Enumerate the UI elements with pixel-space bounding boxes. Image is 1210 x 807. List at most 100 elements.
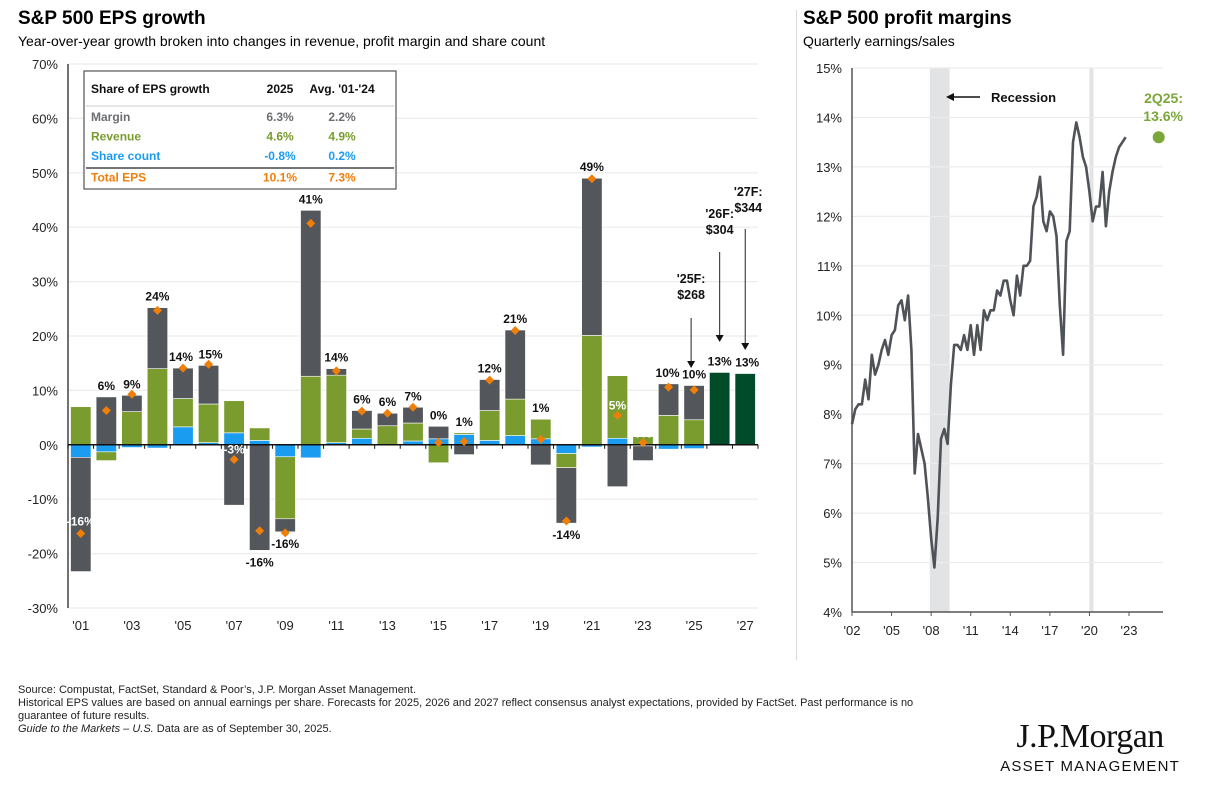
data-label: 1% [455,415,473,429]
annotation-arrow-head [715,335,724,342]
table-header: Share of EPS growth [91,82,210,96]
total-eps-marker [536,434,546,444]
y-tick-label: 6% [823,506,842,521]
table-cell-2025: 6.3% [266,110,294,124]
x-tick-label: '20 [1081,623,1098,638]
latest-value-label: 13.6% [1143,108,1183,124]
total-eps-marker [459,437,469,447]
y-tick-label: 20% [32,329,58,344]
footer-source: Source: Compustat, FactSet, Standard & P… [18,684,417,696]
table-cell-avg: 4.9% [328,130,356,144]
bar-segment-revenue [453,432,475,435]
x-tick-label: '23 [1121,623,1138,638]
data-label: 12% [478,362,502,376]
table-row-label: Total EPS [91,171,146,185]
x-tick-label: '11 [328,618,344,633]
bar-segment-revenue [249,427,271,441]
bar-segment-margin [300,210,322,377]
y-tick-label: 60% [32,111,58,126]
forecast-annotation: '26F: [705,207,734,221]
bar-segment-revenue [606,375,628,439]
table-cell-2025: 10.1% [263,171,297,185]
y-tick-label: 5% [823,556,842,571]
table-header: Avg. '01-'24 [309,82,375,96]
data-label: 10% [656,366,680,380]
share-of-eps-growth-table: Share of EPS growth 2025 Avg. '01-'24 Margi… [83,70,397,190]
forecast-annotation: '25F: [677,272,706,286]
data-label: 6% [353,393,371,407]
recession-band [929,68,950,612]
y-tick-label: 15% [816,61,842,76]
x-tick-label: '02 [844,623,861,638]
bar-segment-revenue [223,400,245,434]
x-tick-label: '05 [883,623,900,638]
data-label: 49% [580,160,604,174]
data-label: 7% [404,389,422,403]
y-tick-label: 8% [823,407,842,422]
total-eps-marker [689,385,699,395]
y-tick-label: -10% [28,492,59,507]
margin-chart-title: S&P 500 profit margins [803,8,1012,29]
table-cell-avg: 2.2% [328,110,356,124]
total-eps-marker [331,366,341,376]
total-eps-marker [76,528,86,538]
total-eps-marker [280,528,290,538]
table-box [83,70,397,190]
y-tick-label: 50% [32,166,58,181]
data-label: 15% [199,347,223,361]
y-tick-label: 40% [32,220,58,235]
x-tick-label: '03 [123,618,140,633]
total-eps-marker [408,402,418,412]
x-tick-label: '07 [226,618,243,633]
data-label: -14% [552,528,580,542]
footer-date: Data are as of September 30, 2025. [153,723,332,735]
x-tick-label: '05 [175,618,192,633]
x-tick-label: '09 [277,618,294,633]
x-tick-label: '25 [686,618,703,633]
bar-segment-revenue [95,451,117,461]
x-tick-label: '01 [72,618,89,633]
forecast-annotation: $344 [734,201,762,215]
logo-name: J.P.Morgan [1016,718,1164,755]
data-label: 41% [299,192,323,206]
total-eps-marker [229,454,239,464]
x-tick-label: '08 [923,623,940,638]
data-label: 24% [145,290,169,304]
x-tick-label: '17 [1041,623,1058,638]
total-eps-marker [638,438,648,448]
data-label: 10% [682,368,706,382]
table-cell-2025: -0.8% [264,149,296,163]
total-eps-marker [178,363,188,373]
total-eps-marker [101,406,111,416]
total-eps-marker [612,410,622,420]
forecast-annotation: $304 [706,223,734,237]
y-tick-label: -20% [28,547,59,562]
y-tick-label: 14% [816,110,842,125]
profit-margin-chart: 4% 5% 6% 7% 8% 9% 10% 11% 12% 13% 14% 15% '02 '05 '08 '… [816,61,1184,638]
total-eps-marker [127,389,137,399]
y-tick-label: 12% [816,209,842,224]
y-tick-label: 13% [816,160,842,175]
data-label: -16% [246,555,274,569]
data-label: -16% [67,514,95,528]
x-tick-label: '13 [379,618,396,633]
total-eps-marker [382,408,392,418]
jpmorgan-logo: J.P.Morgan ASSET MANAGEMENT [1000,718,1180,775]
logo-sub: ASSET MANAGEMENT [1000,758,1180,775]
data-label: 5% [609,398,627,412]
forecast-annotation: $268 [677,288,705,302]
total-eps-marker [152,305,162,315]
x-tick-label: '14 [1002,623,1019,638]
total-eps-marker [204,359,214,369]
total-eps-marker [255,526,265,536]
data-label: 14% [169,350,193,364]
latest-value-point [1152,131,1165,144]
recession-arrow-head [946,93,954,101]
total-eps-marker [664,382,674,392]
data-label: -16% [271,537,299,551]
x-tick-label: '11 [963,623,979,638]
total-eps-marker [357,406,367,416]
footer-asof: Guide to the Markets – U.S. Data are as … [18,723,918,736]
table-row-label: Margin [91,110,130,124]
recession-label: Recession [991,90,1056,105]
